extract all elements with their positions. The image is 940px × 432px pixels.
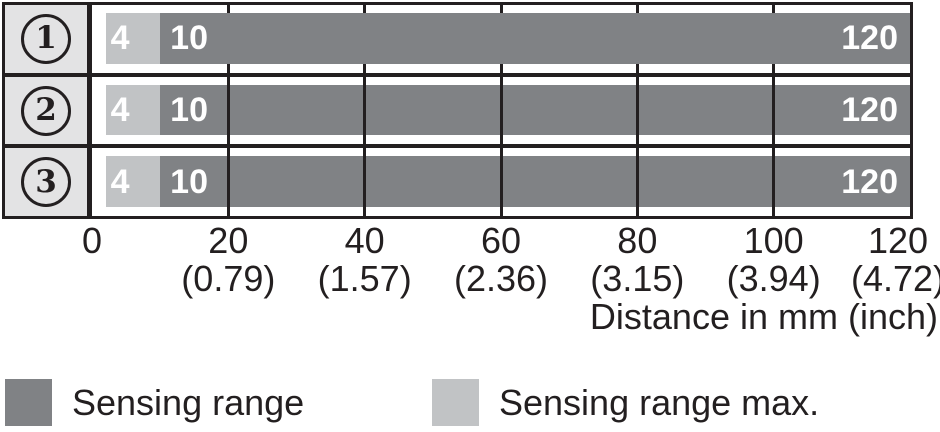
x-tick-inch-label: (2.36) (453, 258, 549, 299)
bar-row-3: 4 10 120 (92, 144, 910, 216)
row-label-column: 1 2 3 (2, 2, 90, 219)
x-tick-mm-label: 20 (208, 220, 249, 261)
x-tick-100: 100 (3.94) (727, 222, 821, 298)
row-label-cell-2: 2 (5, 72, 87, 145)
row-label-cell-1: 1 (5, 5, 87, 73)
x-tick-inch-label: (3.94) (726, 258, 821, 299)
sensing-range-max-bar: 4 (105, 84, 161, 136)
legend-item-sensing-range: Sensing range (5, 379, 304, 426)
row-label-cell-3: 3 (5, 144, 87, 217)
sensing-range-bar: 10 120 (160, 13, 910, 64)
x-tick-60: 60 (2.36) (454, 222, 548, 298)
x-tick-120: 120 (4.72) (851, 222, 940, 298)
gridline-60mm (499, 5, 503, 216)
legend-item-sensing-range-max: Sensing range max. (432, 379, 819, 426)
circled-number-1-icon: 1 (21, 13, 71, 64)
gridline-80mm (635, 5, 639, 216)
bar-label-range-start: 10 (170, 19, 208, 58)
x-tick-mm-label: 60 (480, 220, 522, 261)
legend-label: Sensing range max. (499, 382, 820, 423)
x-tick-inch-label: (0.79) (181, 258, 276, 299)
x-tick-inch-label: (1.57) (317, 258, 412, 299)
x-tick-mm-label: 100 (743, 220, 804, 261)
plot-area: 4 10 120 4 10 120 4 10 120 (89, 2, 913, 219)
x-tick-mm-label: 120 (867, 220, 929, 261)
sensing-range-swatch (5, 379, 52, 426)
circled-number-3-icon: 3 (21, 157, 71, 208)
sensing-range-max-bar: 4 (105, 13, 161, 64)
bar-row-1: 4 10 120 (92, 5, 910, 73)
sensing-range-bar: 10 120 (160, 156, 910, 208)
circled-number-2-icon: 2 (21, 85, 71, 136)
x-tick-80: 80 (3.15) (590, 222, 684, 298)
sensing-range-max-bar: 4 (105, 156, 161, 208)
x-tick-mm-label: 0 (81, 220, 103, 261)
sensing-range-bar: 10 120 (160, 84, 910, 136)
bar-label-range-end: 120 (841, 91, 898, 129)
x-tick-inch-label: (4.72) (850, 258, 940, 299)
x-tick-20: 20 (0.79) (181, 222, 275, 298)
gridline-20mm (226, 5, 230, 216)
x-axis-title: Distance in mm (inch) (589, 296, 938, 337)
gridline-40mm (363, 5, 367, 216)
bar-label-max-start: 4 (110, 91, 130, 129)
x-tick-mm-label: 40 (344, 220, 385, 261)
bar-label-range-start: 10 (170, 91, 208, 129)
x-tick-mm-label: 80 (617, 220, 658, 261)
bar-label-range-end: 120 (841, 19, 898, 58)
plot-inner: 4 10 120 4 10 120 4 10 120 (92, 5, 910, 216)
x-tick-inch-label: (3.15) (590, 258, 685, 299)
bar-label-max-start: 4 (110, 19, 130, 58)
gridline-100mm (772, 5, 776, 216)
sensing-range-max-swatch (432, 379, 479, 426)
x-tick-40: 40 (1.57) (318, 222, 412, 298)
legend-label: Sensing range (72, 382, 305, 423)
bar-label-max-start: 4 (110, 162, 130, 201)
x-tick-0: 0 (82, 222, 102, 260)
bar-label-range-end: 120 (841, 162, 898, 201)
bar-label-range-start: 10 (170, 162, 208, 201)
